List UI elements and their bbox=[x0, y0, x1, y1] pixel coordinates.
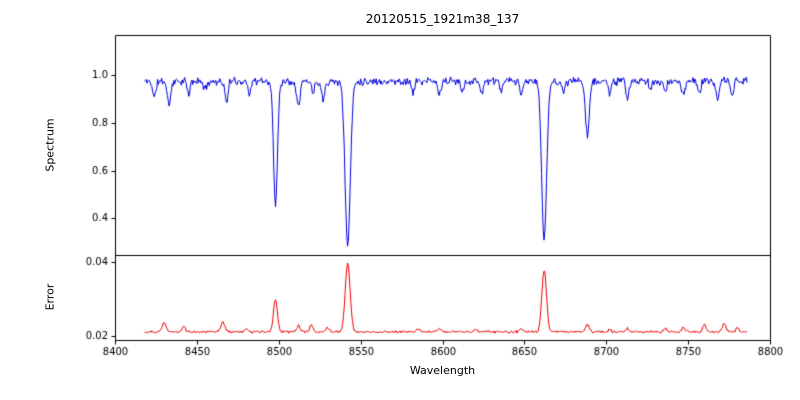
chart-title: 20120515_1921m38_137 bbox=[365, 12, 520, 26]
x-axis-label: Wavelength bbox=[409, 364, 476, 377]
